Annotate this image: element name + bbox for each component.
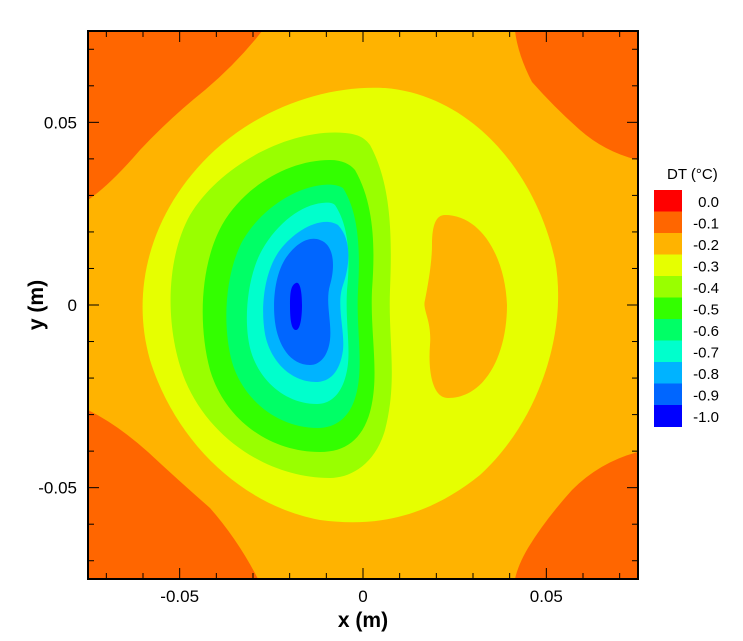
legend-swatch [654,319,682,341]
legend-swatch [654,383,682,406]
y-tick-label: 0.05 [44,113,77,132]
corner-region-top-right [515,31,638,160]
x-tick-label: 0 [358,587,367,606]
legend-swatch [654,254,682,277]
legend-label: -0.5 [693,302,719,319]
legend-labels: 0.0 -0.1 -0.2 -0.3 -0.4 -0.5 -0.6 -0.7 -0.8 -0.9 -… [693,194,719,426]
y-axis-title: y (m) [25,280,48,330]
legend-swatch [654,190,682,212]
legend-swatch [654,233,682,255]
y-tick-label: 0 [68,296,77,315]
x-tick-label: 0.05 [530,587,563,606]
legend-label: -0.9 [693,388,719,405]
legend-swatch [654,211,682,234]
y-tick-label: -0.05 [38,479,77,498]
x-axis-title: x (m) [338,609,388,632]
contour-level-minus-1.0 [290,282,302,330]
corner-region-bottom-left [88,410,258,579]
x-axis-tick-labels: -0.05 0 0.05 [160,587,563,606]
x-tick-label: -0.05 [160,587,199,606]
y-axis-ticks [88,48,638,562]
plot-area [88,31,638,579]
legend-swatch [654,297,682,320]
legend-title: DT (°C) [667,166,718,183]
legend-label: 0.0 [698,194,719,211]
legend-label: -0.3 [693,259,719,276]
legend-label: -0.8 [693,366,719,383]
corner-region-bottom-right [515,452,638,579]
legend-label: -0.2 [693,237,719,254]
legend: DT (°C) 0.0 -0.1 -0.2 -0.3 -0.4 -0.5 -0.6 -0.7 -… [654,166,719,427]
legend-label: -0.6 [693,323,719,340]
legend-swatch [654,405,682,427]
lobe-level-minus-0.2 [424,215,507,398]
x-axis-ticks [105,31,621,579]
legend-label: -0.4 [693,280,719,297]
legend-label: -1.0 [693,409,719,426]
corner-region-top-left [88,31,262,200]
legend-label: -0.1 [693,216,719,233]
legend-swatches [654,190,682,427]
legend-swatch [654,276,682,298]
y-axis-tick-labels: 0.05 0 -0.05 [38,113,77,497]
contour-level-minus-0.9 [274,238,333,365]
legend-swatch [654,340,682,363]
legend-label: -0.7 [693,345,719,362]
legend-swatch [654,362,682,384]
